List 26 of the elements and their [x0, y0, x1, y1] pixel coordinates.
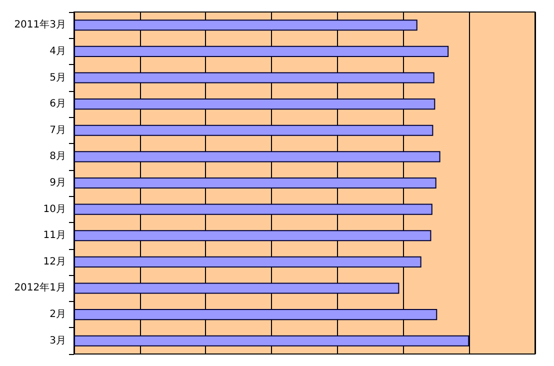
y-tick-label: 10月 — [43, 204, 66, 215]
y-tick-label: 8月 — [50, 151, 66, 162]
y-tick-label: 5月 — [50, 72, 66, 84]
y-tick-label: 2011年3月 — [14, 18, 66, 31]
bar — [74, 98, 436, 110]
bar — [74, 124, 434, 136]
y-tick-label: 3月 — [50, 335, 66, 346]
bar — [74, 256, 422, 268]
bar — [74, 20, 418, 31]
bar — [74, 335, 470, 346]
y-tick-label: 11月 — [43, 230, 66, 242]
bar — [74, 282, 400, 294]
y-tick-label: 4月 — [50, 46, 66, 57]
bar — [74, 309, 438, 320]
y-tick-label: 12月 — [43, 256, 66, 268]
bar — [74, 72, 434, 84]
bar — [74, 204, 432, 215]
y-tick-label: 9月 — [50, 178, 66, 188]
bar — [74, 230, 432, 242]
y-tick-label: 2月 — [50, 309, 66, 320]
y-tick-label: 7月 — [50, 124, 66, 136]
y-tick-label: 2012年1月 — [14, 282, 66, 294]
y-tick-label: 6月 — [50, 98, 66, 110]
bar — [74, 177, 436, 189]
bar — [74, 151, 440, 162]
bar — [74, 46, 449, 57]
